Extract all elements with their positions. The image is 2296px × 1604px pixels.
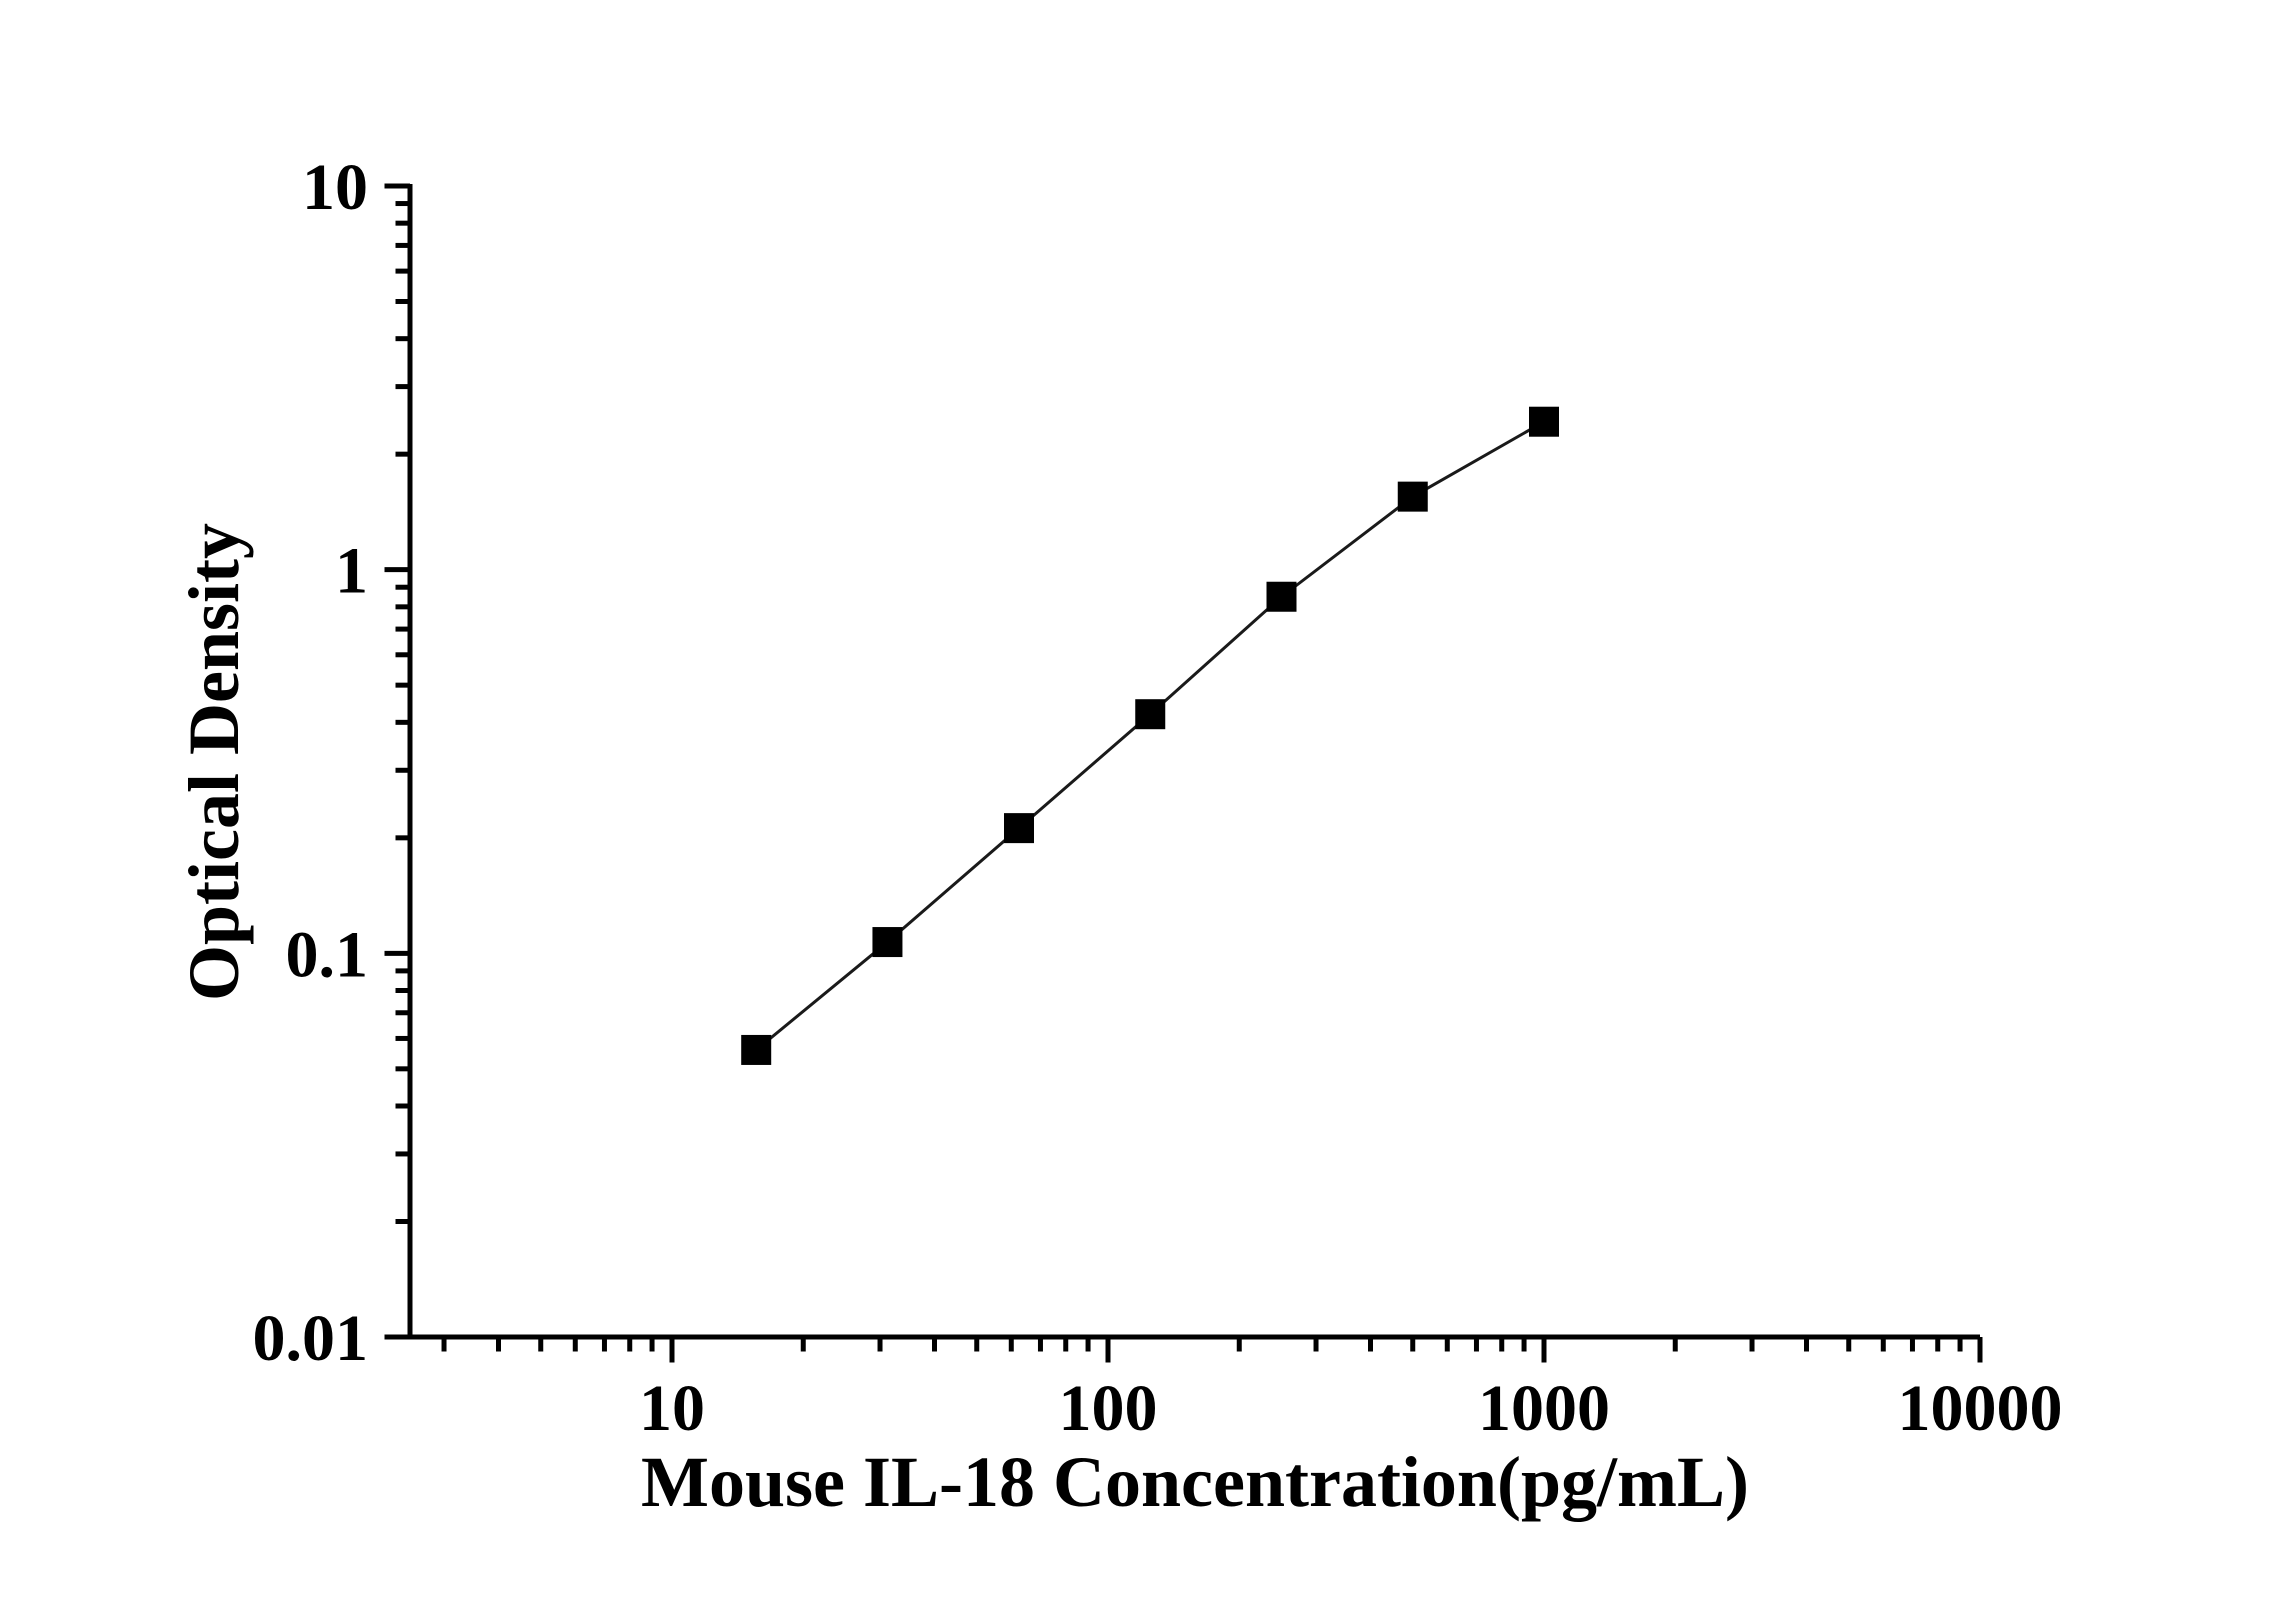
x-tick-label: 10 (639, 1372, 705, 1445)
data-point-marker (1135, 699, 1166, 730)
data-point-marker (1266, 581, 1297, 612)
y-tick-label: 10 (302, 151, 368, 224)
x-tick-label: 1000 (1478, 1372, 1610, 1445)
x-tick-label: 10000 (1898, 1372, 2063, 1445)
data-point-marker (1004, 813, 1035, 844)
y-tick-label: 0.1 (286, 918, 369, 991)
series-layer (741, 406, 1559, 1065)
y-axis-title: Optical Density (174, 523, 254, 1001)
data-point-marker (1529, 406, 1559, 437)
data-point-marker (1397, 481, 1428, 512)
tick-label-layer: 10 100 1000 10000 10 1 0.1 0.01 (253, 151, 2063, 1445)
data-point-marker (872, 927, 903, 958)
tick-layer (384, 183, 1983, 1363)
x-axis-title: Mouse IL-18 Concentration(pg/mL) (641, 1442, 1749, 1522)
y-tick-label: 0.01 (253, 1302, 369, 1375)
axes-layer (407, 184, 1980, 1340)
x-tick-label: 100 (1059, 1372, 1158, 1445)
data-point-marker (741, 1034, 772, 1065)
y-tick-label: 1 (335, 535, 368, 608)
